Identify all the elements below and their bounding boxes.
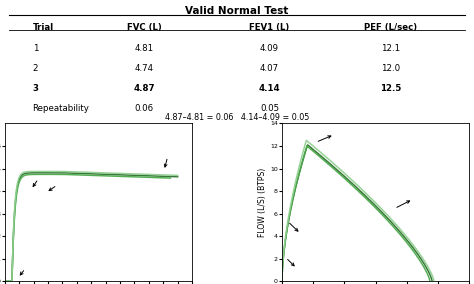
Text: 3: 3: [33, 84, 38, 93]
Text: Repeatability: Repeatability: [33, 104, 90, 112]
Text: FEV1 (L): FEV1 (L): [249, 22, 290, 32]
Text: 4.14: 4.14: [259, 84, 280, 93]
Text: PEF (L/sec): PEF (L/sec): [364, 22, 417, 32]
Text: 4.07: 4.07: [260, 64, 279, 73]
Text: 4.81: 4.81: [135, 44, 154, 53]
Text: 4.74: 4.74: [135, 64, 154, 73]
Text: FVC (L): FVC (L): [127, 22, 162, 32]
Text: 2: 2: [33, 64, 38, 73]
Text: Trial: Trial: [33, 22, 54, 32]
Text: 4.09: 4.09: [260, 44, 279, 53]
Text: 0.06: 0.06: [135, 104, 154, 112]
Text: 12.1: 12.1: [381, 44, 400, 53]
Text: 0.05: 0.05: [260, 104, 279, 112]
Text: 12.0: 12.0: [381, 64, 400, 73]
Text: 4.87–4.81 = 0.06   4.14–4.09 = 0.05: 4.87–4.81 = 0.06 4.14–4.09 = 0.05: [165, 113, 309, 122]
Text: 12.5: 12.5: [380, 84, 401, 93]
Text: Valid Normal Test: Valid Normal Test: [185, 6, 289, 16]
Text: 1: 1: [33, 44, 38, 53]
Y-axis label: FLOW (L/S) (BTPS): FLOW (L/S) (BTPS): [258, 168, 267, 237]
Text: 4.87: 4.87: [133, 84, 155, 93]
